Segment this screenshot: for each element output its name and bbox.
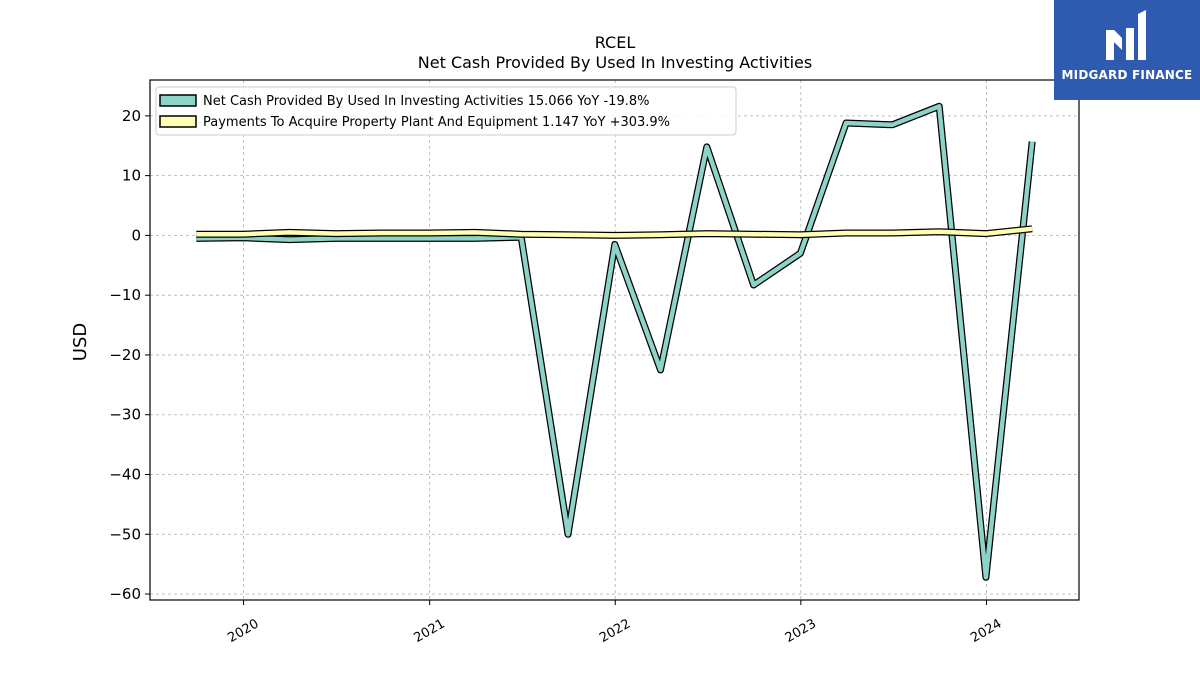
- chart-title: RCEL: [595, 33, 636, 52]
- x-tick-label: 2024: [968, 616, 1004, 646]
- series-line-1: [196, 104, 1035, 580]
- plot-frame: [149, 79, 1080, 601]
- grid: [150, 80, 1079, 600]
- y-axis-label: USD: [70, 323, 91, 361]
- y-tick-label: −30: [109, 406, 141, 424]
- series-layer: [196, 102, 1036, 581]
- series-line-outline-1: [196, 102, 1036, 581]
- x-tick-label: 2022: [597, 616, 633, 646]
- y-tick-label: −50: [109, 525, 141, 543]
- x-tick-label: 2021: [412, 616, 448, 646]
- brand-mark-icon: [1106, 10, 1146, 60]
- legend-swatch: [159, 115, 197, 128]
- series-line-2: [196, 226, 1033, 238]
- y-tick-label: −40: [109, 465, 141, 483]
- brand-name: MIDGARD FINANCE: [1061, 68, 1193, 82]
- y-tick-label: −20: [109, 346, 141, 364]
- y-tick-label: −60: [109, 585, 141, 603]
- y-tick-label: 10: [122, 167, 141, 185]
- y-tick-label: 0: [131, 226, 141, 244]
- x-tick-label: 2020: [225, 616, 261, 646]
- legend-swatch: [159, 94, 197, 107]
- y-tick-label: 20: [122, 107, 141, 125]
- chart-subtitle: Net Cash Provided By Used In Investing A…: [418, 53, 812, 72]
- x-tick-label: 2023: [783, 616, 819, 646]
- brand-logo: MIDGARD FINANCE: [1054, 0, 1200, 100]
- legend-label: Net Cash Provided By Used In Investing A…: [203, 94, 649, 109]
- y-tick-label: −10: [109, 286, 141, 304]
- legend-label: Payments To Acquire Property Plant And E…: [203, 115, 670, 130]
- legend: Net Cash Provided By Used In Investing A…: [155, 86, 737, 136]
- legend-box: [155, 86, 737, 136]
